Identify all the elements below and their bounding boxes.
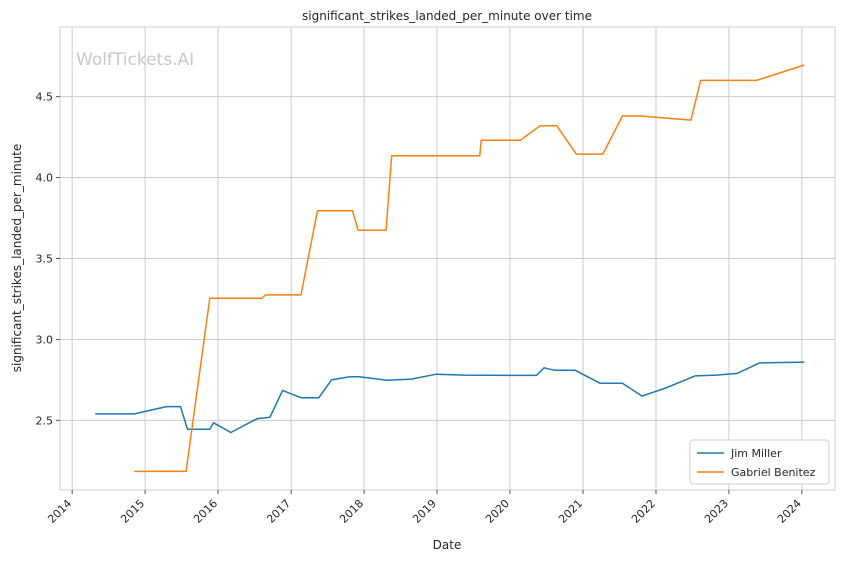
series-line-jim-miller (95, 361, 805, 434)
y-tick-label: 4.0 (36, 172, 54, 185)
grid (60, 27, 835, 490)
series-line-gabriel-benitez (134, 64, 805, 473)
plot-lines (95, 64, 805, 473)
legend: Jim Miller Gabriel Benitez (689, 439, 830, 485)
chart-title: significant_strikes_landed_per_minute ov… (302, 9, 592, 23)
y-axis: 2.5 3.0 3.5 4.0 4.5 (36, 91, 60, 427)
y-axis-label: significant_strikes_landed_per_minute (10, 144, 24, 373)
legend-label: Gabriel Benitez (731, 466, 816, 479)
legend-box (689, 439, 830, 485)
y-tick-label: 2.5 (36, 414, 54, 427)
y-tick-label: 4.5 (36, 91, 54, 104)
watermark: WolfTickets.AI (76, 50, 194, 70)
legend-label: Jim Miller (730, 447, 782, 460)
x-axis-label: Date (433, 538, 462, 552)
y-tick-label: 3.5 (36, 253, 54, 266)
y-tick-label: 3.0 (36, 333, 54, 346)
